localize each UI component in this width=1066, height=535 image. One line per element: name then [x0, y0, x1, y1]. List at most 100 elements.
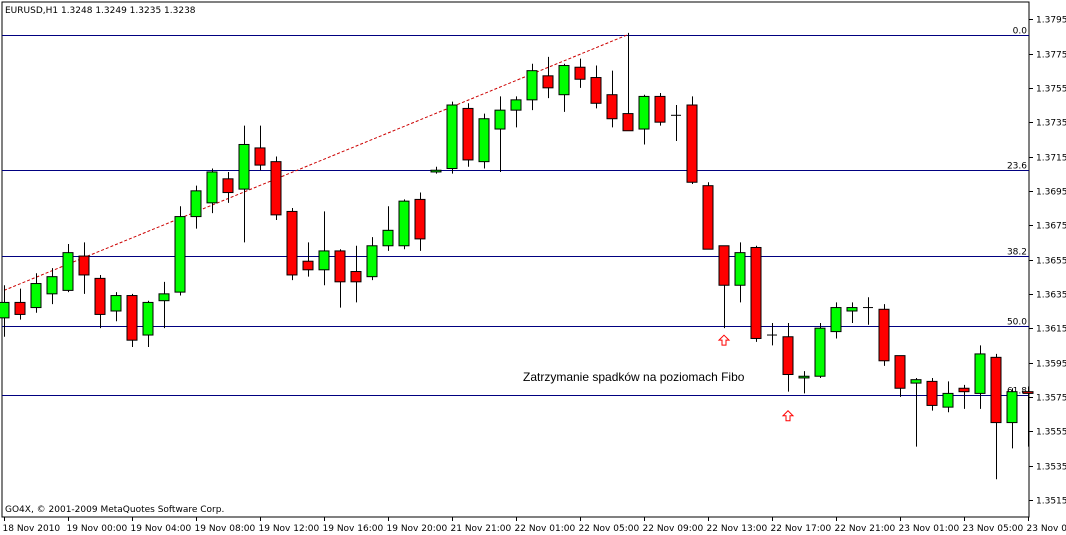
price-axis: 1.3795 1.3775 1.3755 1.3735 1.3715 1.3695 1.36…: [1029, 16, 1066, 507]
time-tick-label: 22 Nov 13:00: [707, 524, 768, 534]
fibo-label: 50.0: [1007, 318, 1027, 328]
candle-body: [366, 245, 378, 278]
candle-body: [734, 252, 746, 286]
time-axis: 18 Nov 2010 19 Nov 00:00 19 Nov 04:00 19 No…: [3, 517, 1066, 534]
time-tick-label: 19 Nov 08:00: [195, 524, 256, 534]
candle-body: [478, 118, 490, 163]
candle-body: [590, 77, 602, 104]
time-tick-label: 19 Nov 16:00: [323, 524, 384, 534]
candle-body: [174, 216, 186, 293]
candle-body: [958, 387, 970, 393]
candle-body: [158, 293, 170, 302]
candle-body: [574, 66, 586, 80]
candle-body: [62, 252, 74, 291]
candle-body: [990, 356, 1002, 424]
candle-body: [830, 307, 842, 333]
candle-body: [910, 379, 922, 384]
time-tick-label: 19 Nov 00:00: [67, 524, 128, 534]
candle-body: [638, 95, 650, 130]
candles: [0, 32, 1034, 480]
candle-body: [1022, 391, 1034, 394]
candle-body: [414, 198, 426, 240]
candle-body: [350, 271, 362, 283]
price-tick-label: 1.3595: [1036, 360, 1066, 370]
candle-body: [510, 99, 522, 111]
candle-body: [206, 171, 218, 204]
chart-footer: GO4X, © 2001-2009 MetaQuotes Software Co…: [5, 505, 224, 515]
candle-body: [702, 185, 714, 250]
price-tick-label: 1.3515: [1036, 497, 1066, 507]
candle-body: [782, 336, 794, 376]
fibo-levels: 0.023.638.250.061.8: [2, 27, 1029, 397]
candle-body: [254, 147, 266, 166]
candle-body: [462, 107, 474, 161]
candle-body: [382, 229, 394, 247]
candle-body: [558, 65, 570, 96]
up-arrow-icon: [717, 334, 731, 346]
candle-body: [894, 355, 906, 389]
candle-body: [750, 246, 762, 339]
price-tick-label: 1.3795: [1036, 16, 1066, 26]
candle-body: [222, 178, 234, 194]
annotation-text: Zatrzymanie spadków na poziomach Fibo: [523, 370, 745, 384]
candle-body: [1006, 391, 1018, 424]
trend-line-segment: [3, 34, 629, 291]
time-tick-label: 22 Nov 01:00: [515, 524, 576, 534]
candle-body: [318, 250, 330, 271]
price-tick-label: 1.3715: [1036, 154, 1066, 164]
candle-body: [302, 260, 314, 271]
price-tick-label: 1.3775: [1036, 51, 1066, 61]
candle-body: [126, 295, 138, 341]
time-tick-label: 19 Nov 12:00: [259, 524, 320, 534]
candle-body: [286, 210, 298, 276]
candle-body: [14, 301, 26, 315]
candle-body: [446, 104, 458, 170]
candle-body: [0, 301, 10, 319]
time-tick-label: 22 Nov 21:00: [835, 524, 896, 534]
trend-line: [3, 34, 629, 291]
annotation-arrows: [717, 334, 795, 422]
candle-body: [270, 161, 282, 216]
candle-body: [846, 307, 858, 312]
candle-body: [542, 75, 554, 89]
candle-body: [926, 380, 938, 406]
time-tick-label: 22 Nov 05:00: [579, 524, 640, 534]
price-tick-label: 1.3535: [1036, 463, 1066, 473]
time-tick-label: 23 Nov 01:00: [899, 524, 960, 534]
price-tick-label: 1.3655: [1036, 257, 1066, 267]
candle-body: [814, 327, 826, 377]
price-tick-label: 1.3575: [1036, 394, 1066, 404]
time-tick-label: 23 Nov 05:00: [963, 524, 1024, 534]
candle-body: [398, 200, 410, 247]
candle-body: [46, 276, 58, 295]
price-tick-label: 1.3695: [1036, 188, 1066, 198]
candle-body: [334, 250, 346, 283]
candle-body: [718, 245, 730, 286]
time-tick-label: 22 Nov 09:00: [643, 524, 704, 534]
price-tick-label: 1.3755: [1036, 85, 1066, 95]
candle-body: [494, 109, 506, 130]
time-tick-label: 21 Nov 21:00: [451, 524, 512, 534]
candle-body: [878, 308, 890, 362]
candle-body: [526, 70, 538, 101]
fibo-label: 23.6: [1007, 162, 1027, 172]
price-tick-label: 1.3555: [1036, 428, 1066, 438]
candle-body: [238, 143, 250, 190]
candle-body: [798, 375, 810, 379]
candle-body: [430, 169, 442, 173]
time-tick-label: 22 Nov 17:00: [771, 524, 832, 534]
candle-body: [142, 301, 154, 336]
candle-body: [622, 113, 634, 132]
price-tick-label: 1.3735: [1036, 119, 1066, 129]
candle-body: [974, 353, 986, 394]
price-tick-label: 1.3675: [1036, 222, 1066, 232]
time-tick-label: 23 Nov 09:00: [1027, 524, 1066, 534]
price-tick-label: 1.3615: [1036, 325, 1066, 335]
candle-body: [94, 277, 106, 315]
candle-body: [78, 255, 90, 276]
candle-body: [30, 283, 42, 309]
price-tick-label: 1.3635: [1036, 291, 1066, 301]
candle-body: [942, 392, 954, 408]
candle-body: [686, 104, 698, 183]
